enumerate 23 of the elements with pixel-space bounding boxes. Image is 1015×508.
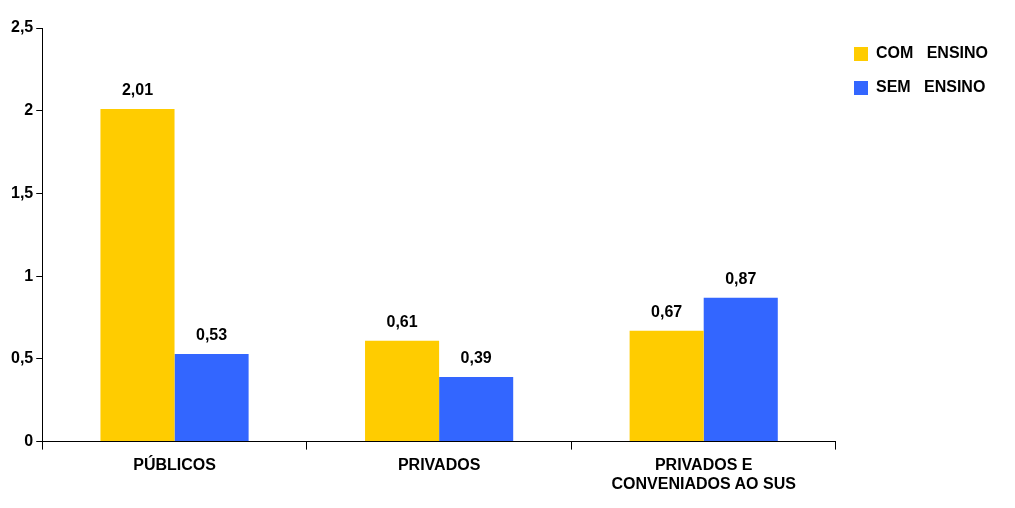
y-tick-label: 1 [24,266,34,284]
data-label: 0,67 [651,303,683,321]
x-tick-label: PÚBLICOS [133,454,217,473]
legend-label: SEM ENSINO [875,78,986,96]
legend-label: COM ENSINO [875,44,989,62]
data-label: 0,87 [725,270,757,288]
data-label: 0,53 [196,326,228,344]
data-label: 2,01 [121,81,154,99]
bar [100,109,175,442]
y-tick-label: 2 [24,101,34,119]
bar [174,353,249,442]
bar [439,377,514,442]
x-tick-label: PRIVADOS E CONVENIADOS AO SUS [611,455,797,492]
bar [703,297,778,442]
x-tick-label: PRIVADOS [397,455,481,473]
data-label: 0,39 [460,349,492,367]
y-tick-label: 1,5 [10,183,34,201]
y-tick-label: 0,5 [10,349,34,367]
y-tick-label: 0 [24,432,34,450]
data-label: 0,61 [386,313,418,331]
bar [365,340,440,442]
y-tick-label: 2,5 [10,18,34,36]
bar [629,330,704,442]
